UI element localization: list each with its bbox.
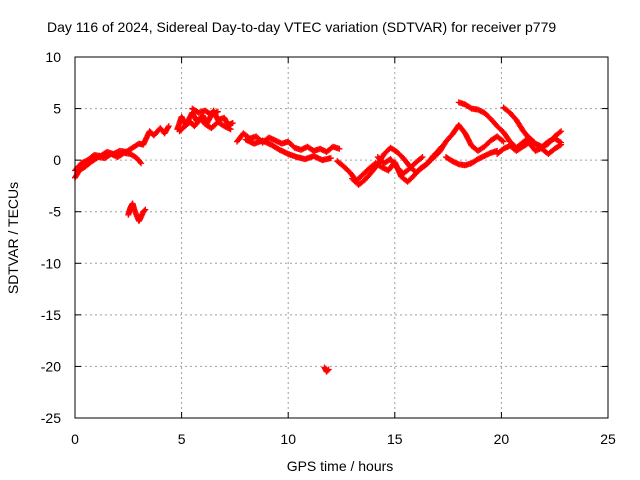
series-track-5 bbox=[176, 115, 234, 135]
y-axis-label: SDTVAR / TECUs bbox=[5, 182, 21, 294]
series-track-12 bbox=[374, 154, 426, 177]
data-point bbox=[500, 138, 507, 145]
series-track-11 bbox=[349, 143, 445, 188]
chart-title: Day 116 of 2024, Sidereal Day-to-day VTE… bbox=[47, 19, 556, 35]
series-track-13 bbox=[430, 122, 507, 162]
data-point bbox=[142, 206, 149, 213]
x-tick-label: 10 bbox=[280, 431, 296, 447]
data-point bbox=[325, 366, 332, 373]
x-tick-label: 15 bbox=[387, 431, 403, 447]
series-track-9 bbox=[321, 364, 332, 375]
series-track-3 bbox=[125, 200, 149, 224]
y-tick-labels: -25 -20 -15 -10 -5 0 5 10 bbox=[41, 49, 61, 426]
data-point bbox=[558, 128, 565, 135]
data-point bbox=[137, 158, 144, 165]
series-track-1 bbox=[72, 123, 172, 174]
y-tick-label: -25 bbox=[41, 410, 61, 426]
x-tick-label: 0 bbox=[71, 431, 79, 447]
series-track-7 bbox=[234, 130, 343, 155]
data-point bbox=[336, 145, 343, 152]
y-tick-label: -20 bbox=[41, 358, 61, 374]
y-tick-label: -15 bbox=[41, 307, 61, 323]
plot-frame bbox=[74, 56, 609, 419]
scatter-points bbox=[72, 99, 565, 375]
data-point bbox=[138, 160, 145, 167]
data-point bbox=[419, 154, 426, 161]
data-point bbox=[556, 129, 563, 136]
data-point bbox=[227, 126, 234, 133]
axis-ticks bbox=[74, 56, 609, 419]
data-point bbox=[556, 142, 563, 149]
x-tick-label: 20 bbox=[494, 431, 510, 447]
x-axis-label: GPS time / hours bbox=[287, 458, 394, 474]
data-point bbox=[229, 120, 236, 127]
data-point bbox=[141, 207, 148, 214]
x-tick-label: 25 bbox=[600, 431, 616, 447]
series-track-16 bbox=[500, 104, 565, 157]
data-point bbox=[324, 367, 331, 374]
x-tick-labels: 0 5 10 15 20 25 bbox=[71, 431, 616, 447]
data-point bbox=[499, 137, 506, 144]
series-track-8 bbox=[242, 136, 334, 164]
data-point bbox=[165, 124, 172, 131]
data-point bbox=[165, 123, 172, 130]
data-point bbox=[418, 155, 425, 162]
y-tick-label: 5 bbox=[53, 101, 61, 117]
y-tick-label: -10 bbox=[41, 255, 61, 271]
data-point bbox=[327, 155, 334, 162]
series-track-6 bbox=[189, 105, 221, 118]
y-tick-label: -5 bbox=[49, 204, 62, 220]
series-track-17 bbox=[494, 128, 565, 157]
data-point bbox=[214, 108, 221, 115]
series-track-2 bbox=[72, 149, 145, 181]
series-track-14 bbox=[442, 147, 501, 169]
y-tick-label: 10 bbox=[45, 49, 61, 65]
x-tick-label: 5 bbox=[178, 431, 186, 447]
data-point bbox=[558, 141, 565, 148]
y-tick-label: 0 bbox=[53, 152, 61, 168]
grid bbox=[75, 57, 608, 418]
